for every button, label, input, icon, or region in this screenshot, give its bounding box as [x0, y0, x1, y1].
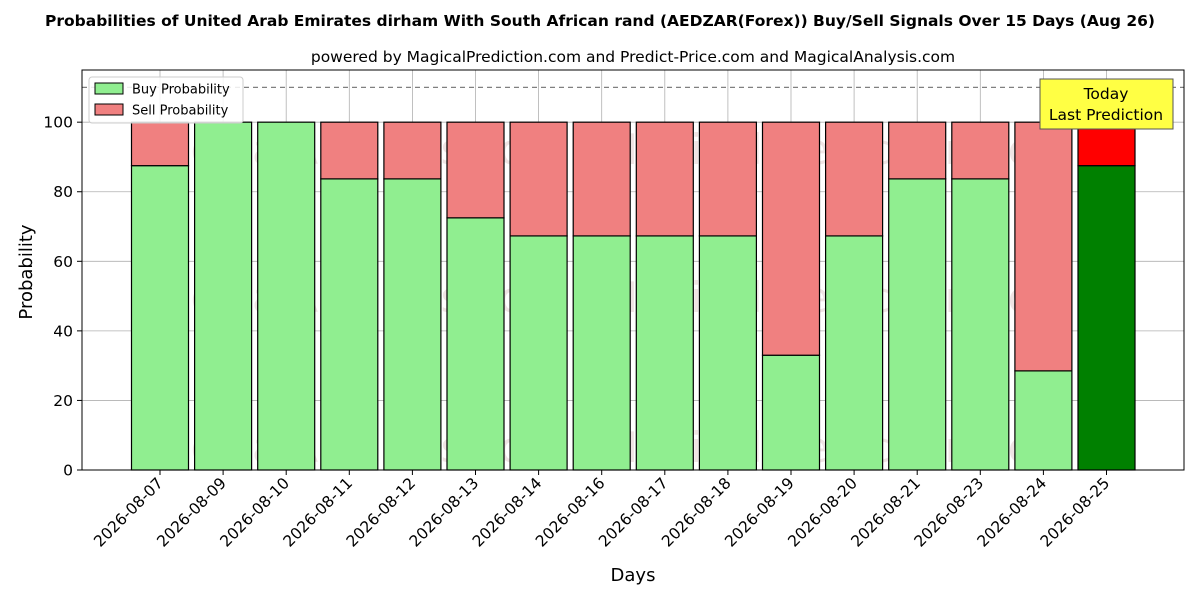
buy-bar: [1077, 165, 1136, 471]
sell-bar: [509, 121, 568, 237]
sell-bar: [1014, 121, 1073, 372]
annotation-text: Today: [1083, 85, 1129, 103]
sell-bar: [635, 121, 694, 237]
legend-label: Buy Probability: [132, 83, 230, 98]
legend-box: [88, 76, 244, 124]
sell-bar: [572, 121, 631, 237]
y-tick-label: 0: [63, 462, 73, 480]
buy-bar: [698, 235, 758, 471]
buy-bar: [824, 235, 884, 471]
legend-label: Sell Probability: [132, 104, 229, 119]
sell-bar: [320, 121, 379, 180]
sell-bar: [383, 121, 442, 180]
legend-swatch: [94, 103, 124, 116]
sell-bar: [951, 121, 1010, 180]
buy-bar: [320, 178, 379, 471]
axes-frame: [81, 69, 1185, 471]
buy-bar: [1014, 370, 1073, 471]
chart-subtitle: powered by MagicalPrediction.com and Pre…: [311, 48, 955, 66]
annotation-box: [1039, 78, 1174, 130]
y-tick-label: 40: [53, 322, 73, 340]
buy-bar: [194, 121, 253, 471]
chart-title: Probabilities of United Arab Emirates di…: [45, 12, 1155, 30]
buy-bar: [509, 235, 568, 471]
buy-bar: [888, 178, 947, 471]
y-tick-label: 20: [53, 392, 73, 410]
sell-bar: [888, 121, 947, 180]
sell-bar: [698, 121, 758, 237]
sell-bar: [761, 121, 821, 356]
buy-bar: [446, 217, 505, 471]
annotation-text: Last Prediction: [1049, 106, 1163, 124]
buy-bar: [572, 235, 631, 471]
x-axis-label: Days: [611, 565, 656, 586]
y-axis-label: Probability: [16, 224, 37, 319]
y-tick-label: 100: [43, 114, 73, 132]
buy-bar: [761, 354, 821, 471]
today-annotation: Today Last Prediction: [1039, 78, 1174, 130]
buy-bar: [130, 165, 190, 471]
y-tick-label: 80: [53, 183, 73, 201]
plot-area: MagicalAnalysis.comMagicalPrediction.com…: [43, 69, 1185, 551]
buy-bar: [951, 178, 1010, 471]
y-tick-label: 60: [53, 253, 73, 271]
sell-bar: [446, 121, 505, 219]
legend-swatch: [94, 82, 124, 95]
sell-bar: [824, 121, 884, 237]
buy-bar: [257, 121, 316, 471]
buy-bar: [383, 178, 442, 471]
legend: Buy Probability Sell Probability: [88, 76, 244, 124]
buy-bar: [635, 235, 694, 471]
sell-bar: [130, 121, 190, 167]
